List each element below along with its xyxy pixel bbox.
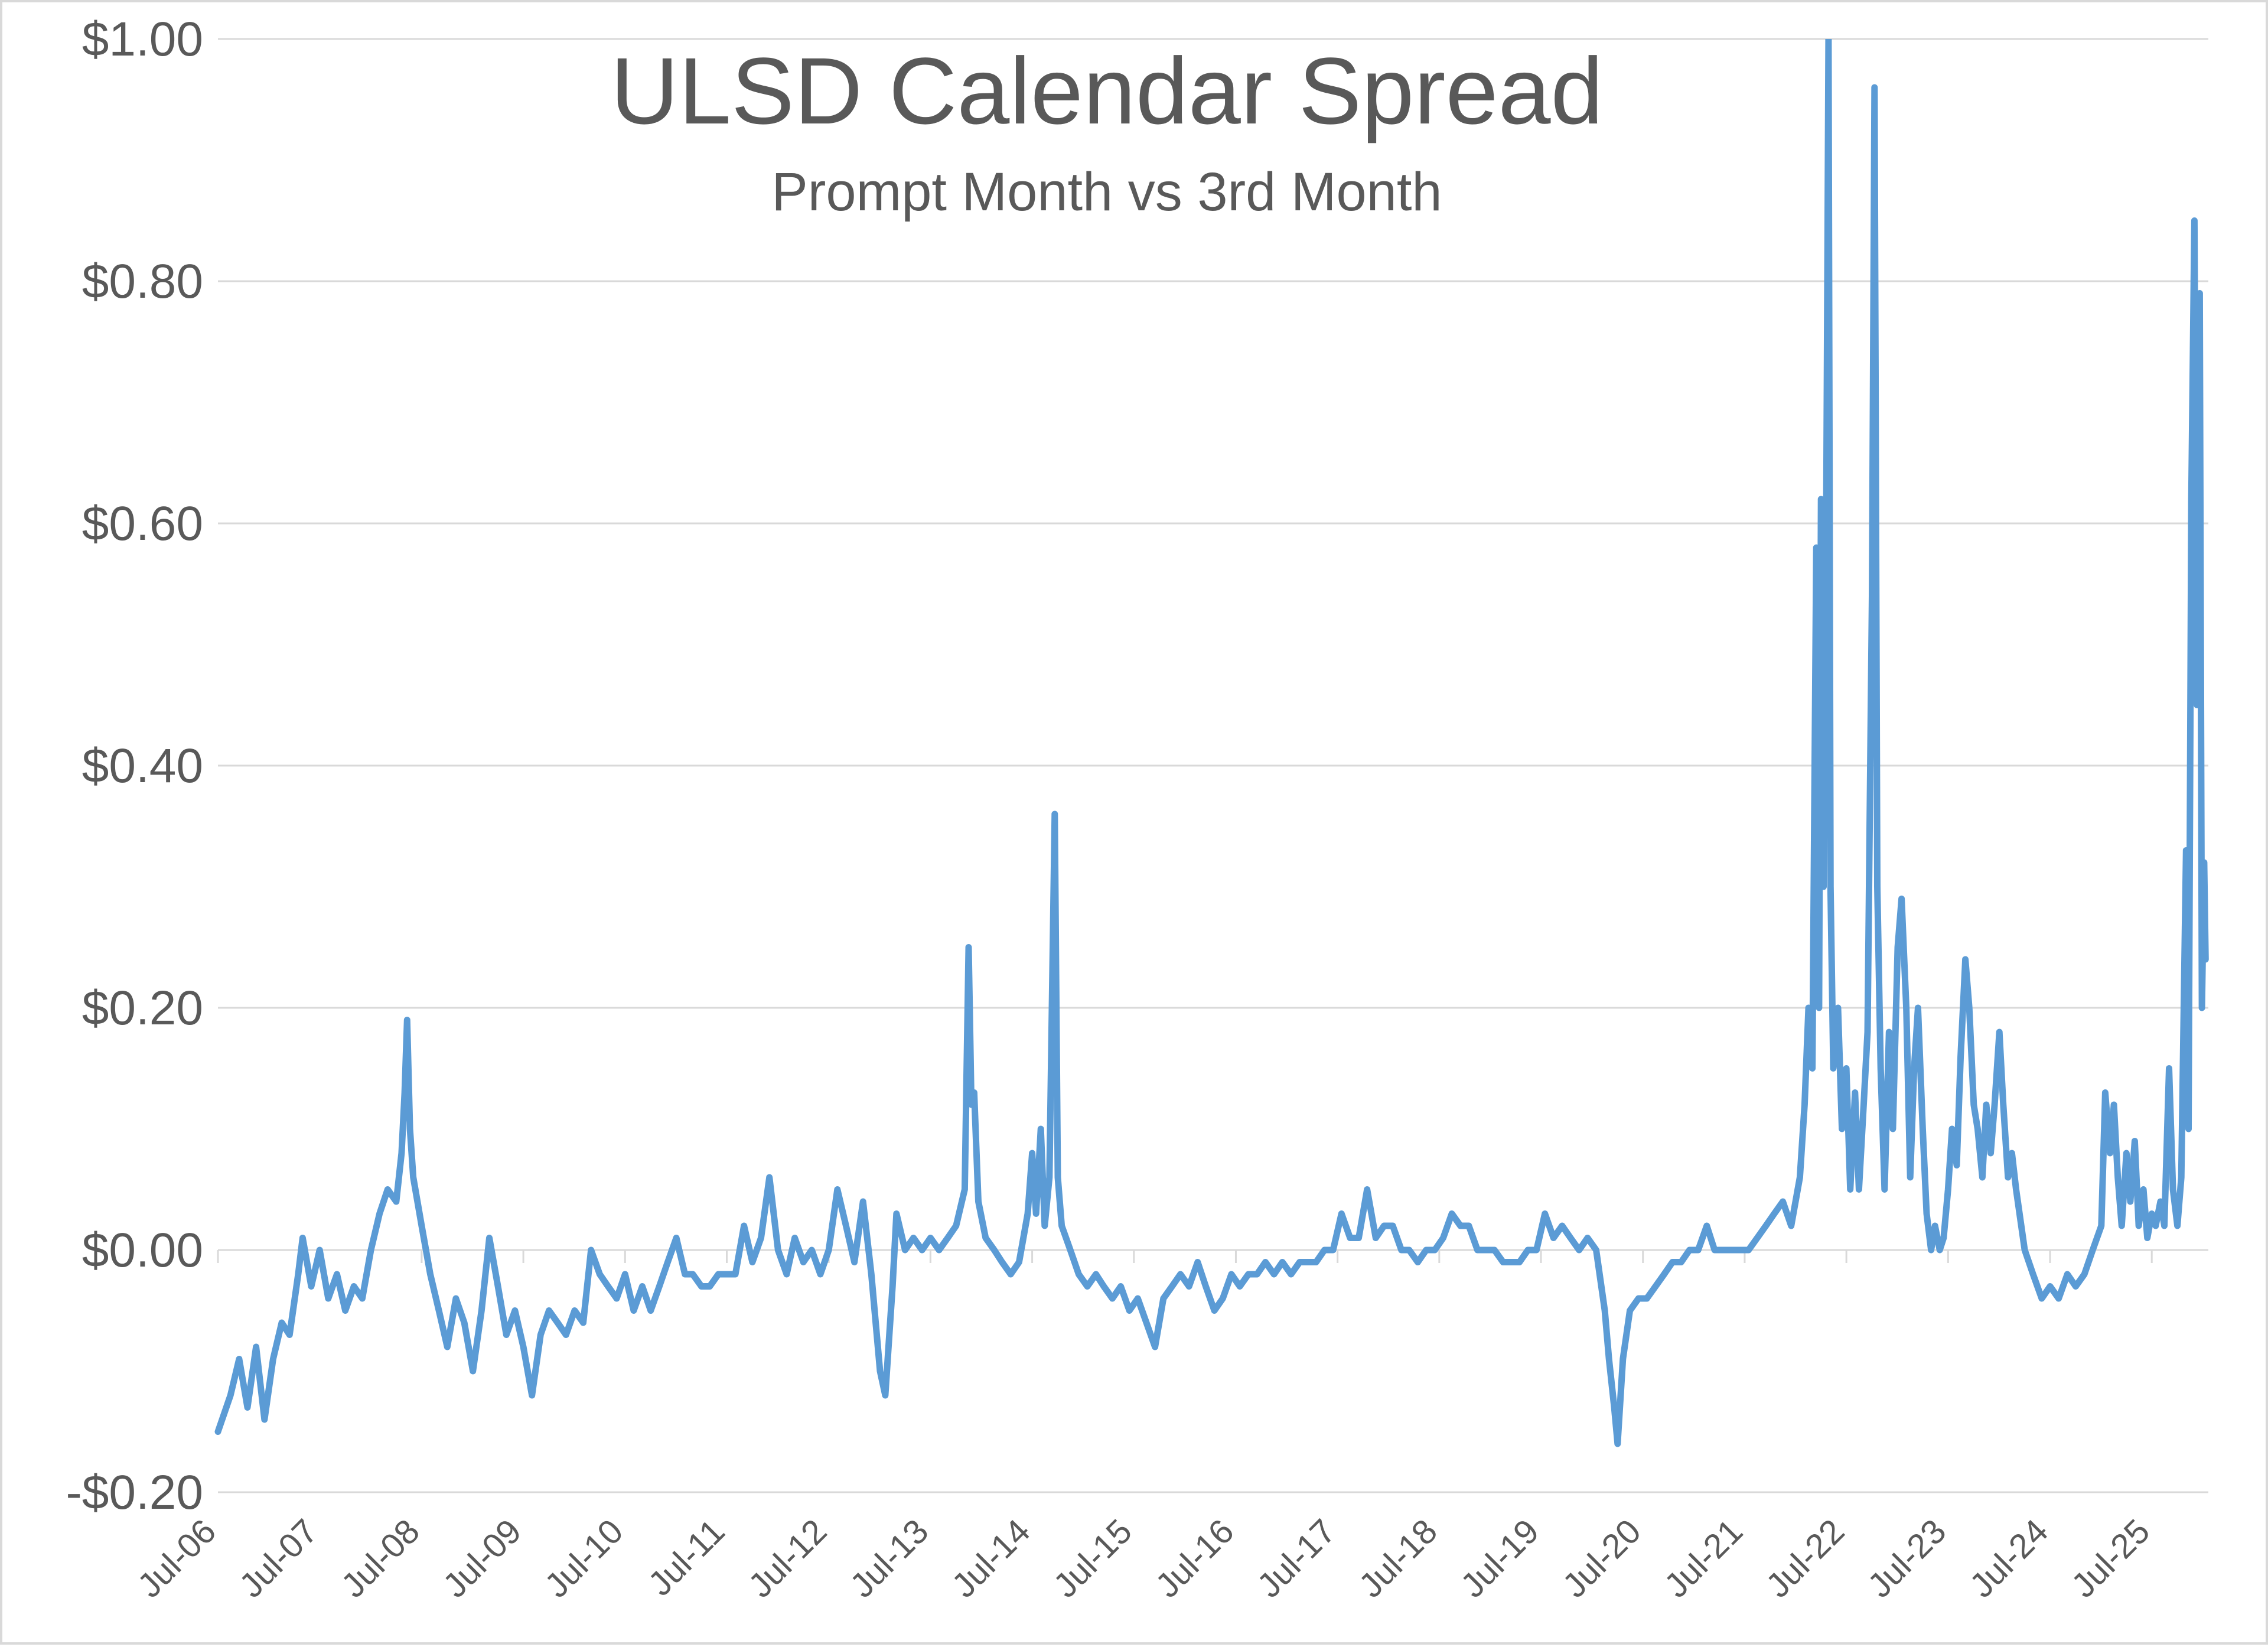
y-tick-label: $0.20 — [82, 981, 203, 1035]
x-tick-label: Jul-23 — [1860, 1512, 1954, 1605]
x-tick-label: Jul-07 — [232, 1512, 325, 1605]
y-tick-label: -$0.20 — [66, 1466, 203, 1519]
x-tick-label: Jul-17 — [1250, 1512, 1343, 1605]
y-tick-label: $0.40 — [82, 739, 203, 793]
x-tick-label: Jul-12 — [741, 1512, 835, 1605]
chart-subtitle: Prompt Month vs 3rd Month — [771, 162, 1442, 222]
gridlines — [218, 38, 2208, 1493]
x-tick-label: Jul-21 — [1657, 1512, 1750, 1605]
x-tick-label: Jul-18 — [1351, 1512, 1445, 1605]
chart-title: ULSD Calendar Spread — [611, 38, 1604, 144]
x-tick-label: Jul-14 — [944, 1512, 1038, 1605]
series-line-0 — [214, 39, 2209, 1447]
x-tick-label: Jul-09 — [436, 1512, 529, 1605]
y-axis-tick-labels: $1.00 $0.80 $0.60 $0.40 $0.20 $0.00 -$0.20 — [66, 12, 203, 1519]
x-tick-label: Jul-13 — [843, 1512, 936, 1605]
x-tick-label: Jul-08 — [334, 1512, 427, 1605]
x-tick-label: Jul-20 — [1555, 1512, 1648, 1605]
y-tick-label: $0.80 — [82, 255, 203, 308]
x-tick-label: Jul-15 — [1046, 1512, 1139, 1605]
y-tick-label: $0.60 — [82, 497, 203, 551]
x-tick-label: Jul-19 — [1454, 1512, 1547, 1605]
x-tick-label: Jul-16 — [1148, 1512, 1241, 1605]
x-tick-label: Jul-11 — [641, 1512, 732, 1603]
x-tick-label: Jul-24 — [1963, 1512, 2056, 1605]
y-tick-label: $0.00 — [82, 1223, 203, 1277]
x-tick-label: Jul-10 — [537, 1512, 631, 1605]
y-tick-label: $1.00 — [82, 12, 203, 66]
x-tick-label: Jul-06 — [131, 1512, 224, 1605]
series-layer — [214, 39, 2209, 1447]
x-tick-label: Jul-22 — [1759, 1512, 1852, 1605]
x-tick-label: Jul-25 — [2064, 1512, 2158, 1605]
